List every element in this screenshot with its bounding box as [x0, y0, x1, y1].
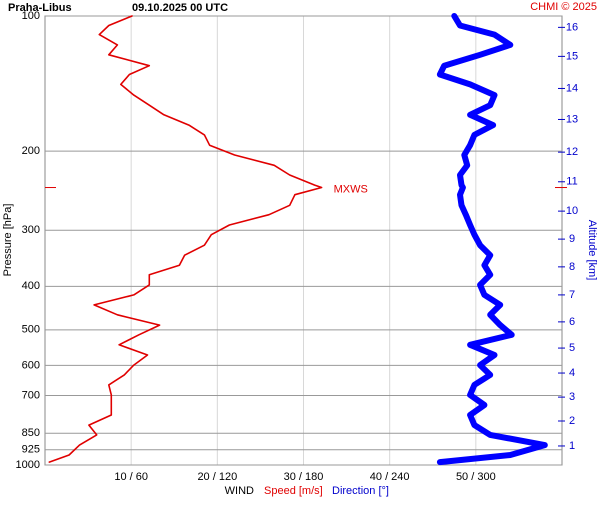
speed-line	[48, 15, 323, 463]
y2-tick-label: 15	[566, 50, 578, 62]
y-tick-label: 500	[22, 324, 40, 336]
x-tick-label: 40 / 240	[370, 471, 410, 483]
y2-tick-label: 8	[569, 261, 575, 273]
y2-axis-label: Altitude [km]	[586, 220, 598, 281]
y-tick-label: 100	[22, 10, 40, 22]
y2-tick-label: 3	[569, 391, 575, 403]
y-tick-label: 300	[22, 224, 40, 236]
date-subtitle: 09.10.2025 00 UTC	[132, 2, 228, 14]
y2-tick-label: 11	[566, 176, 577, 188]
y2-tick-label: 6	[569, 316, 575, 328]
y2-tick-label: 4	[569, 367, 575, 379]
y-axis-label: Pressure [hPa]	[2, 204, 14, 277]
y-tick-label: 600	[22, 359, 40, 371]
y2-tick-label: 14	[566, 82, 578, 94]
y2-tick-label: 12	[566, 146, 578, 158]
x-axis-label: WIND	[225, 485, 254, 497]
credit: CHMI © 2025	[530, 1, 597, 13]
x-tick-label: 30 / 180	[284, 471, 324, 483]
y2-tick-label: 13	[566, 113, 578, 125]
legend-speed: Speed [m/s]	[264, 485, 323, 497]
y-tick-label: 1000	[16, 459, 40, 471]
y-tick-label: 850	[22, 427, 40, 439]
legend-direction: Direction [°]	[332, 485, 389, 497]
y-tick-label: 925	[22, 444, 40, 456]
x-tick-label: 20 / 120	[197, 471, 237, 483]
y-tick-label: 700	[22, 389, 40, 401]
y2-tick-label: 7	[569, 289, 575, 301]
y2-tick-label: 10	[566, 205, 578, 217]
y2-tick-label: 9	[569, 233, 575, 245]
y-tick-label: 200	[22, 145, 40, 157]
mxws-annotation: MXWS	[334, 183, 368, 195]
x-tick-label: 50 / 300	[456, 471, 496, 483]
y2-tick-label: 1	[569, 440, 575, 452]
y-tick-label: 400	[22, 280, 40, 292]
x-tick-label: 10 / 60	[114, 471, 148, 483]
y2-tick-label: 2	[569, 415, 575, 427]
direction-line	[436, 13, 548, 466]
station-title: Praha-Libus	[8, 2, 72, 14]
y2-tick-label: 5	[569, 342, 575, 354]
y2-tick-label: 16	[566, 21, 578, 33]
